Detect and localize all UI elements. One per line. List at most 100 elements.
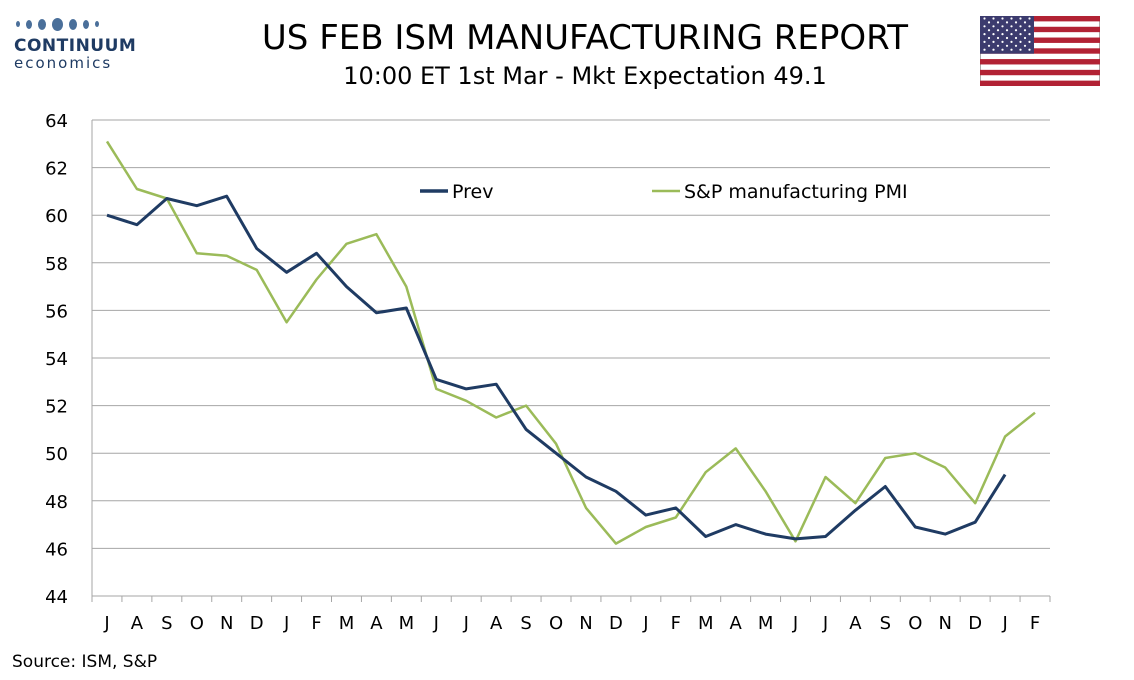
flag-star [1010,17,1013,20]
flag-star [1010,40,1013,43]
flag-star [1028,40,1031,43]
y-tick-label: 52 [45,397,68,418]
flag-star [1023,21,1027,24]
x-tick-label: J [792,613,798,634]
legend-label: Prev [452,181,493,203]
x-tick-label: M [339,613,355,634]
y-tick-label: 50 [45,444,68,465]
flag-stripe [980,16,1100,22]
us-flag-icon [980,16,1100,86]
flag-star [1019,33,1022,36]
logo-name: CONTINUUM [14,36,137,56]
x-tick-label: J [283,613,289,634]
flag-star [992,33,995,36]
flag-star [1014,29,1018,32]
flag-star [1019,40,1022,43]
logo-subtitle: economics [14,54,113,72]
flag-star [1019,25,1022,28]
flag-star [1023,29,1027,32]
flag-star [992,40,995,43]
x-tick-label: J [463,613,469,634]
x-tick-label: J [103,613,109,634]
legend-label: S&P manufacturing PMI [684,181,908,203]
flag-star [996,29,1000,32]
flag-star [987,44,991,47]
y-tick-label: 48 [45,492,68,513]
x-tick-label: M [698,613,714,634]
x-tick-label: N [220,613,233,634]
flag-star [1014,36,1018,40]
x-tick-label: S [161,613,172,634]
y-tick-label: 56 [45,301,68,322]
x-tick-label: M [758,613,774,634]
flag-stripe [980,80,1100,86]
flag-star [1014,21,1018,24]
x-tick-label: A [370,613,383,634]
flag-star [987,29,991,32]
y-tick-label: 62 [45,159,68,180]
flag-star [996,44,1000,47]
flag-star [996,36,1000,40]
legend: Prev S&P manufacturing PMI [420,181,908,203]
x-tick-label: M [399,613,415,634]
x-tick-label: J [1001,613,1007,634]
flag-star [1005,44,1009,47]
x-tick-label: J [822,613,828,634]
continuum-logo: CONTINUUM economics [14,14,137,72]
x-tick-label: F [671,613,681,634]
y-tick-label: 46 [45,539,68,560]
flag-star [1023,44,1027,47]
series [105,140,1036,545]
flag-star [1001,17,1004,20]
x-tick-label: J [433,613,439,634]
source-note: Source: ISM, S&P [12,652,158,672]
flag-star [1001,25,1004,28]
x-tick-label: D [609,613,623,634]
flag-stripe [980,26,1100,33]
flag-star [992,25,995,28]
flag-star [983,48,986,51]
x-tick-label: D [250,613,264,634]
x-tick-label: N [579,613,592,634]
flag-star [987,21,991,24]
flag-star [1005,29,1009,32]
flag-stripe [980,37,1100,43]
logo-dots [16,14,134,34]
y-tick-label: 44 [45,587,68,608]
chart-title: US FEB ISM MANUFACTURING REPORT [261,18,909,58]
y-tick-label: 60 [45,206,68,227]
x-tick-label: O [190,613,204,634]
chart-subtitle: 10:00 ET 1st Mar - Mkt Expectation 49.1 [343,62,827,90]
flag-star [1001,40,1004,43]
x-tick-label: A [729,613,742,634]
flag-star [1010,25,1013,28]
x-tick-label: A [849,613,862,634]
x-tick-label: D [968,613,982,634]
flag-stripe [980,59,1100,65]
flag-star [1001,33,1004,36]
flag-star [1019,48,1022,51]
flag-star [1005,36,1009,40]
flag-star [992,48,995,51]
flag-star [1028,17,1031,20]
flag-star [992,17,995,20]
flag-stripe [980,69,1100,76]
flag-star [983,33,986,36]
flag-star [1014,44,1018,47]
flag-star [1028,48,1031,51]
gridlines [92,119,1050,549]
flag-star [1010,33,1013,36]
x-tick-label: N [938,613,951,634]
x-tick-label: O [908,613,922,634]
x-tick-label: S [880,613,891,634]
flag-star [1028,33,1031,36]
flag-stripe [980,48,1100,54]
x-tick-label: O [549,613,563,634]
y-tick-label: 58 [45,254,68,275]
flag-star [1005,21,1009,24]
x-tick-label: A [490,613,503,634]
y-tick-label: 64 [45,111,68,132]
flag-star [1028,25,1031,28]
series-line-prev [106,194,1007,541]
